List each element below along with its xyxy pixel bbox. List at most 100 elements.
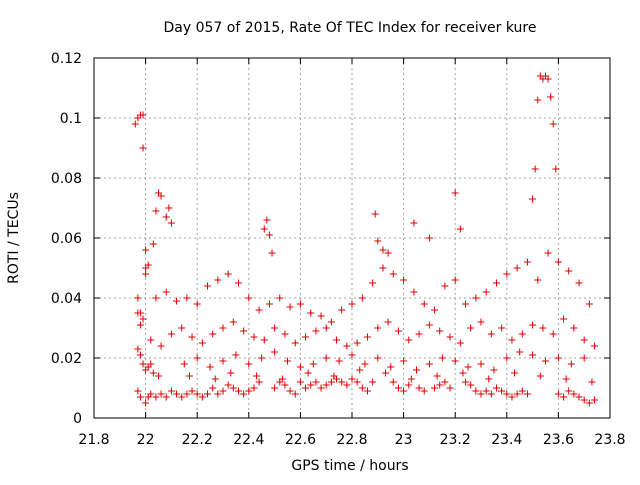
x-tick-label: 21.8 <box>78 432 109 448</box>
data-point <box>224 381 232 389</box>
data-point <box>167 387 175 395</box>
data-point <box>433 372 441 380</box>
data-point <box>477 390 485 398</box>
data-point <box>431 384 439 392</box>
data-point <box>317 384 325 392</box>
data-point <box>348 351 356 359</box>
data-point <box>185 372 193 380</box>
data-point <box>374 237 382 245</box>
data-point <box>307 309 315 317</box>
data-point <box>529 195 537 203</box>
data-point <box>462 378 470 386</box>
data-point <box>214 276 222 284</box>
data-point <box>415 384 423 392</box>
data-point <box>472 387 480 395</box>
data-point <box>585 399 593 407</box>
data-point <box>147 360 155 368</box>
data-point <box>536 372 544 380</box>
data-point <box>317 312 325 320</box>
data-point <box>369 279 377 287</box>
data-point <box>363 333 371 341</box>
data-point <box>490 366 498 374</box>
data-point <box>534 276 542 284</box>
data-point <box>136 309 144 317</box>
data-point <box>204 390 212 398</box>
data-point <box>567 360 575 368</box>
data-point <box>544 249 552 257</box>
data-point <box>513 264 521 272</box>
data-point <box>224 270 232 278</box>
data-point <box>296 300 304 308</box>
data-point <box>193 300 201 308</box>
data-point <box>286 387 294 395</box>
data-point <box>327 378 335 386</box>
data-point <box>523 390 531 398</box>
data-point <box>531 165 539 173</box>
data-point <box>529 351 537 359</box>
data-point <box>436 381 444 389</box>
data-point <box>575 393 583 401</box>
data-point <box>547 93 555 101</box>
x-tick-label: 23.8 <box>594 432 625 448</box>
data-point <box>482 387 490 395</box>
data-point <box>554 390 562 398</box>
data-point <box>441 282 449 290</box>
data-point <box>227 369 235 377</box>
y-tick-label: 0.1 <box>60 111 82 127</box>
data-point <box>338 306 346 314</box>
x-tick-label: 22.6 <box>285 432 316 448</box>
data-point <box>250 333 258 341</box>
data-point <box>363 387 371 395</box>
data-point <box>219 357 227 365</box>
data-point <box>348 375 356 383</box>
data-point <box>291 390 299 398</box>
data-point <box>265 300 273 308</box>
data-point <box>400 357 408 365</box>
data-point <box>234 387 242 395</box>
data-point <box>518 387 526 395</box>
data-point <box>302 384 310 392</box>
data-point <box>193 354 201 362</box>
data-point <box>198 339 206 347</box>
data-point <box>278 375 286 383</box>
data-point <box>384 249 392 257</box>
data-point <box>353 378 361 386</box>
data-point <box>147 390 155 398</box>
data-point <box>144 261 152 269</box>
data-point <box>565 387 573 395</box>
data-point <box>405 381 413 389</box>
data-point <box>209 330 217 338</box>
data-point <box>183 294 191 302</box>
data-point <box>167 219 175 227</box>
data-point <box>250 384 258 392</box>
data-point <box>523 258 531 266</box>
data-point <box>459 369 467 377</box>
data-point <box>425 360 433 368</box>
data-point <box>382 369 390 377</box>
data-point <box>162 393 170 401</box>
data-point <box>281 330 289 338</box>
chart-title: Day 057 of 2015, Rate Of TEC Index for r… <box>164 20 537 36</box>
y-tick-label: 0.12 <box>51 51 82 67</box>
data-point <box>335 357 343 365</box>
data-point <box>358 384 366 392</box>
data-point <box>291 339 299 347</box>
data-point <box>441 378 449 386</box>
data-point <box>477 318 485 326</box>
data-point <box>511 369 519 377</box>
data-point <box>271 348 279 356</box>
data-point <box>407 375 415 383</box>
data-point <box>353 339 361 347</box>
data-point <box>219 387 227 395</box>
data-point <box>371 210 379 218</box>
data-point <box>451 276 459 284</box>
data-point <box>356 366 364 374</box>
data-point <box>322 354 330 362</box>
data-point <box>309 360 317 368</box>
data-point <box>152 207 160 215</box>
data-point <box>498 387 506 395</box>
x-tick-label: 23.4 <box>491 432 522 448</box>
x-tick-label: 22.8 <box>336 432 367 448</box>
data-point <box>503 354 511 362</box>
